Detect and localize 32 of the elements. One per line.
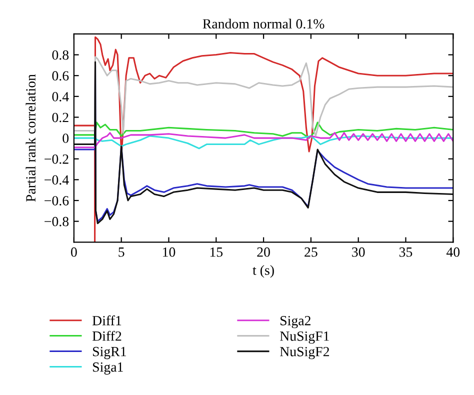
- line-series: [74, 132, 454, 148]
- x-tick-label: 15: [210, 247, 223, 257]
- x-tick-label: 40: [446, 247, 460, 257]
- y-tick-label: 0.2: [52, 112, 68, 122]
- y-axis-title: Partial rank correlation: [26, 74, 36, 202]
- y-tick-label: −0.2: [44, 154, 68, 164]
- legend-label: NuSigF2: [280, 346, 330, 360]
- y-tick-label: 0.4: [52, 92, 69, 102]
- x-tick-label: 20: [257, 247, 270, 257]
- legend-label: Diff1: [92, 315, 122, 326]
- y-tick-label: −0.4: [44, 175, 69, 185]
- line-series: [74, 122, 454, 139]
- legend-label: NuSigF1: [280, 331, 329, 344]
- x-axis-title: t (s): [252, 265, 274, 278]
- x-tick-label: 5: [118, 248, 124, 257]
- y-tick-label: 0.6: [52, 71, 69, 81]
- line-series: [74, 56, 454, 137]
- y-tick-label: 0.8: [52, 50, 69, 60]
- x-tick-label: 30: [352, 247, 365, 257]
- y-tick-label: −0.8: [44, 216, 69, 226]
- legend-label: Diff2: [92, 330, 122, 341]
- x-tick-label: 10: [163, 247, 176, 257]
- legend-label: Siga2: [280, 316, 310, 328]
- x-tick-label: 25: [304, 247, 318, 257]
- legend-label: Siga1: [93, 362, 123, 375]
- x-tick-label: 35: [399, 247, 412, 257]
- x-tick-label: 0: [71, 247, 77, 257]
- line-series: [74, 135, 454, 150]
- y-tick-label: −0.6: [44, 196, 69, 206]
- legend-label: SigR1: [93, 346, 126, 360]
- y-tick-label: 0: [62, 134, 69, 144]
- chart-title: Random normal 0.1%: [202, 18, 324, 29]
